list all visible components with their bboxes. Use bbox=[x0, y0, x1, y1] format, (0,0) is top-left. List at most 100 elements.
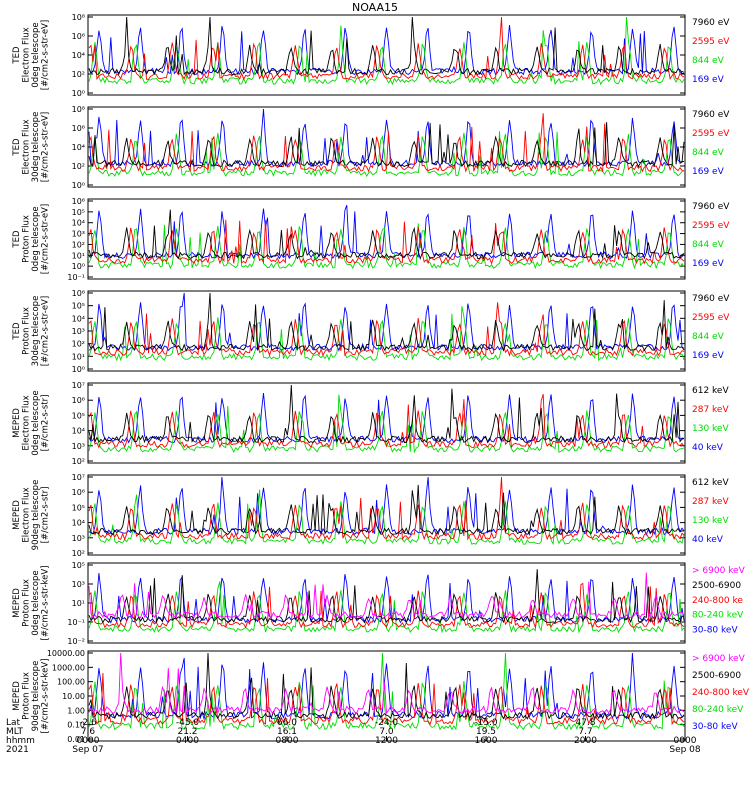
panel-1: 10⁰ 10² 10⁴ 10⁶ 10⁸ TEDElectron Flux0deg tele… bbox=[12, 13, 731, 98]
y-tick-label: 10⁸ bbox=[72, 13, 85, 22]
legend-entry: 169 eV bbox=[692, 351, 725, 361]
y-tick-label: 10⁷ bbox=[72, 381, 85, 390]
series-trace bbox=[88, 292, 685, 352]
y-axis-label-line: 0deg telescope bbox=[31, 570, 41, 635]
legend-entry: 240-800 keV bbox=[692, 688, 750, 698]
y-axis-label-line: [#/cm2-s-str-eV] bbox=[40, 204, 50, 274]
y-tick-label: 10³ bbox=[72, 442, 85, 451]
x-tick-label: 1200 bbox=[375, 736, 398, 746]
legend-entry: 240-800 ke bbox=[692, 596, 743, 606]
legend-entry: 30-80 keV bbox=[692, 626, 738, 636]
legend-entry: 7960 eV bbox=[692, 202, 730, 212]
y-tick-label: 10⁻¹ bbox=[67, 273, 85, 282]
y-tick-label: 10⁰ bbox=[72, 365, 85, 374]
legend-entry: 2500-6900 bbox=[692, 671, 741, 681]
y-tick-label: 10² bbox=[72, 70, 85, 79]
series-trace bbox=[88, 122, 685, 168]
y-axis-label-line: [#/cm2-s-str-eV] bbox=[40, 112, 50, 182]
series-trace bbox=[88, 292, 685, 352]
y-tick-label: 10¹ bbox=[72, 251, 85, 260]
y-axis-label-line: Proton Flux bbox=[21, 579, 31, 627]
series-trace bbox=[88, 476, 685, 536]
series-trace bbox=[88, 24, 685, 76]
y-tick-label: 10⁶ bbox=[72, 289, 85, 298]
y-axis-label: TEDElectron Flux0deg telescope[#/cm2-s-s… bbox=[12, 20, 51, 90]
y-tick-label: 10³ bbox=[72, 580, 85, 589]
legend-entry: 7960 eV bbox=[692, 18, 730, 28]
x-tick-label: Sep 07 bbox=[72, 745, 103, 755]
x-tick-label: 66.0 bbox=[277, 718, 297, 728]
y-tick-label: 10³ bbox=[72, 230, 85, 239]
panel-6: 10² 10³ 10⁴ 10⁵ 10⁶ 10⁷ MEPEDElectron Flux90de… bbox=[12, 473, 730, 558]
series-trace bbox=[88, 582, 685, 629]
series-trace bbox=[88, 672, 685, 726]
series-trace bbox=[88, 484, 685, 537]
y-tick-label: 0.01 bbox=[67, 735, 85, 744]
y-axis-label-line: Proton Flux bbox=[21, 672, 31, 720]
y-axis-label-line: MEPED bbox=[12, 588, 22, 618]
y-axis-label-line: MEPED bbox=[12, 681, 22, 711]
y-tick-label: 10³ bbox=[72, 327, 85, 336]
series-trace bbox=[88, 16, 685, 76]
y-axis-label: MEPEDElectron Flux0deg telescope[#/cm2-s… bbox=[12, 390, 51, 455]
x-tick-label: 0000 bbox=[77, 736, 100, 746]
y-axis-label: TEDProton Flux30deg telescope[#/cm2-s-st… bbox=[12, 296, 51, 367]
y-axis-label-line: MEPED bbox=[12, 500, 22, 530]
y-axis-label-line: Electron Flux bbox=[21, 487, 31, 542]
series-trace bbox=[88, 569, 685, 624]
x-tick-label: -45.0 bbox=[176, 718, 200, 728]
panel-2: 10⁰ 10² 10⁴ 10⁶ 10⁸ TEDElectron Flux30deg tel… bbox=[12, 105, 731, 190]
y-axis-label-line: 90deg telescope bbox=[31, 661, 41, 732]
series-trace bbox=[88, 573, 685, 624]
y-axis-label-line: TED bbox=[12, 322, 22, 341]
legend-entry: 612 keV bbox=[692, 478, 729, 488]
y-axis-label-line: 90deg telescope bbox=[31, 480, 41, 551]
y-tick-label: 10⁴ bbox=[72, 314, 85, 323]
series-trace bbox=[88, 223, 685, 270]
x-tick-label: 7.0 bbox=[379, 727, 394, 737]
legend-entry: 2500-6900 bbox=[692, 581, 741, 591]
y-tick-label: 10⁵ bbox=[72, 411, 85, 420]
legend-entry: > 6900 keV bbox=[692, 654, 746, 664]
x-tick-label: 19.5 bbox=[476, 727, 496, 737]
legend-entry: 80-240 keV bbox=[692, 705, 744, 715]
y-axis-label-line: TED bbox=[12, 46, 22, 65]
y-axis-label-line: 0deg telescope bbox=[31, 22, 41, 87]
legend-entry: 612 keV bbox=[692, 386, 729, 396]
legend-entry: 844 eV bbox=[692, 148, 725, 158]
series-trace bbox=[88, 572, 685, 619]
panel-5: 10² 10³ 10⁴ 10⁵ 10⁶ 10⁷ MEPEDElectron Flux0deg… bbox=[12, 381, 730, 466]
series-trace bbox=[88, 108, 684, 168]
y-tick-label: 10⁶ bbox=[72, 396, 85, 405]
y-tick-label: 10⁴ bbox=[72, 519, 85, 528]
y-tick-label: 10⁰ bbox=[72, 181, 85, 190]
y-tick-label: 10000.00 bbox=[47, 649, 85, 658]
series-trace bbox=[88, 393, 685, 444]
legend-entry: 2595 eV bbox=[692, 129, 730, 139]
figure-title: NOAA15 bbox=[351, 1, 399, 14]
panel-frame bbox=[87, 198, 686, 280]
y-tick-label: 10⁸ bbox=[72, 105, 85, 114]
y-axis-label: MEPEDProton Flux0deg telescope[#/cm2-s-s… bbox=[12, 566, 51, 641]
y-axis-label-line: TED bbox=[12, 138, 22, 157]
y-tick-label: 1000.00 bbox=[52, 663, 85, 672]
y-tick-label: 1.00 bbox=[67, 706, 85, 715]
x-tick-label: 2000 bbox=[574, 736, 597, 746]
panel-frame bbox=[87, 474, 686, 556]
y-axis-label-line: Proton Flux bbox=[21, 307, 31, 355]
series-trace bbox=[88, 205, 685, 260]
legend-entry: 2595 eV bbox=[692, 313, 730, 323]
panel-7: 10⁻² 10⁻¹ 10¹ 10³ 10⁵ MEPEDProton Flux0deg te… bbox=[12, 561, 746, 646]
x-row-label: hhmm bbox=[6, 736, 35, 746]
legend-entry: 130 keV bbox=[692, 516, 729, 526]
legend-entry: 844 eV bbox=[692, 332, 725, 342]
legend-entry: 80-240 keV bbox=[692, 611, 744, 621]
y-axis-label-line: TED bbox=[12, 230, 22, 249]
y-axis-label-line: 0deg telescope bbox=[31, 206, 41, 271]
legend-entry: 844 eV bbox=[692, 56, 725, 66]
legend-entry: 169 eV bbox=[692, 167, 725, 177]
y-tick-label: 10⁶ bbox=[72, 124, 85, 133]
